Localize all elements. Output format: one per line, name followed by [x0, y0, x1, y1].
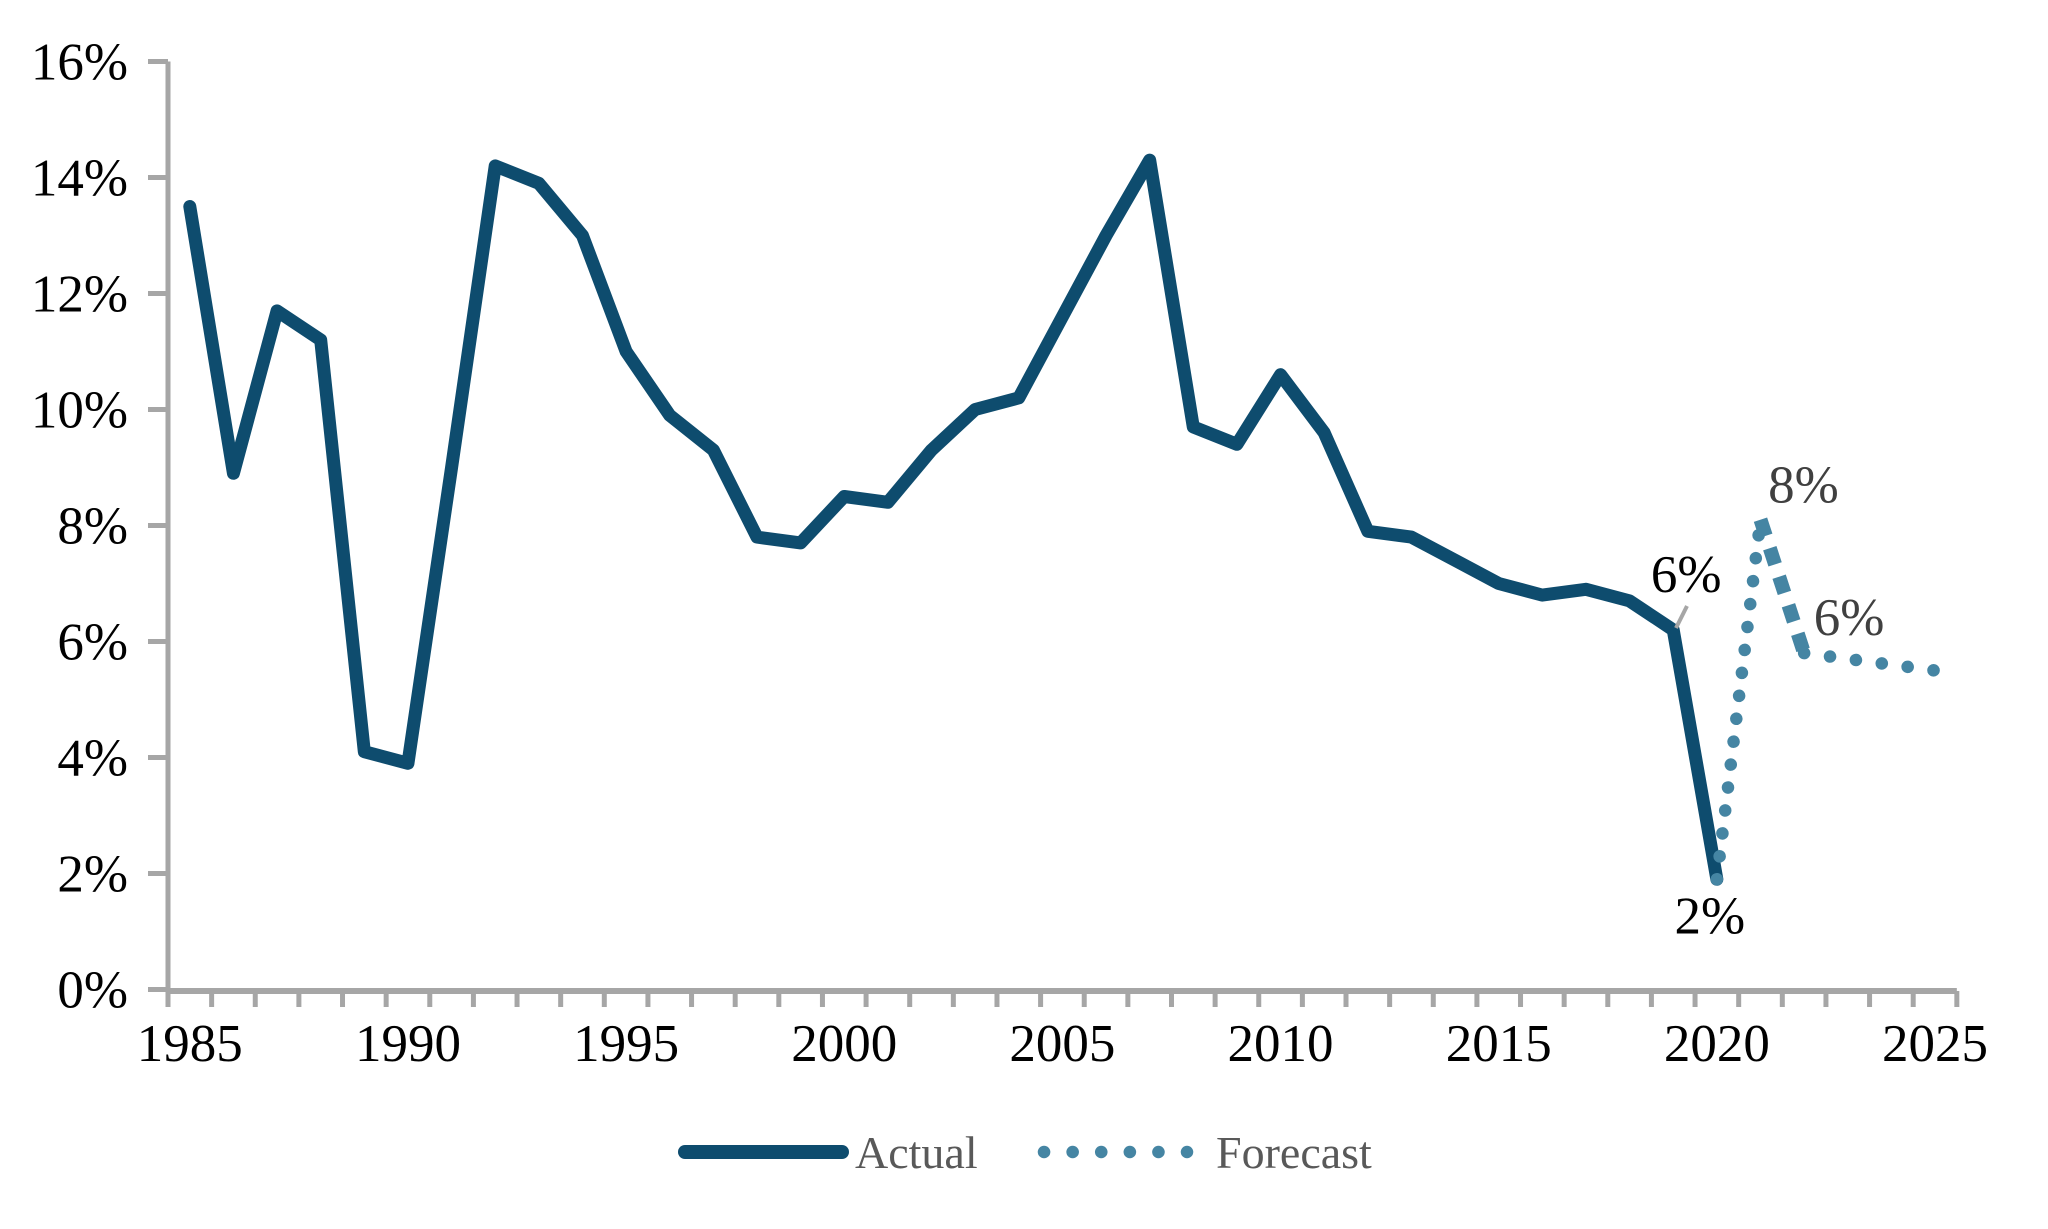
legend-actual-label: Actual — [855, 1127, 978, 1178]
annotations: 6% 2% 8% 6% — [1651, 457, 1885, 946]
x-axis-tick-label: 2020 — [1664, 1015, 1770, 1073]
y-axis: 16% 14% 12% 10% 8% 6% 4% 2% 0% — [31, 34, 171, 1020]
x-axis-tick-label: 2010 — [1228, 1015, 1334, 1073]
annotation-label: 8% — [1768, 457, 1839, 515]
forecast-line-fall — [1753, 517, 1811, 656]
y-axis-tick-label: 0% — [57, 962, 128, 1020]
x-axis-tick-label: 2025 — [1882, 1015, 1988, 1073]
annotation-label: 2% — [1675, 887, 1746, 945]
legend-forecast-label: Forecast — [1216, 1127, 1372, 1178]
x-axis-tick-label: 1990 — [355, 1015, 461, 1073]
y-axis-tick-label: 12% — [31, 266, 128, 324]
x-axis-tick-label: 1985 — [137, 1015, 243, 1073]
y-axis-tick-label: 4% — [57, 730, 128, 788]
forecast-line-rise — [1710, 513, 1767, 886]
y-axis-tick-label: 10% — [31, 382, 128, 440]
series-lines — [183, 153, 1942, 886]
y-axis-tick-label: 8% — [57, 498, 128, 556]
annotation-label: 6% — [1814, 589, 1885, 647]
y-axis-tick-label: 14% — [31, 150, 128, 208]
forecast-line-tail — [1797, 646, 1942, 677]
annotation-label: 6% — [1651, 546, 1722, 604]
x-axis: 1985 1990 1995 2000 2005 2010 2015 2020 2025 — [137, 988, 1988, 1073]
y-axis-tick-label: 16% — [31, 34, 128, 92]
annotation-leader-line — [1674, 605, 1689, 629]
x-axis-tick-label: 1995 — [573, 1015, 679, 1073]
x-axis-tick-label: 2000 — [791, 1015, 897, 1073]
y-axis-tick-label: 2% — [57, 846, 128, 904]
actual-line — [183, 153, 1724, 886]
x-axis-tick-label: 2015 — [1446, 1015, 1552, 1073]
x-axis-tick-label: 2005 — [1009, 1015, 1115, 1073]
legend: Actual Forecast — [678, 1127, 1372, 1178]
y-axis-tick-label: 6% — [57, 614, 128, 672]
